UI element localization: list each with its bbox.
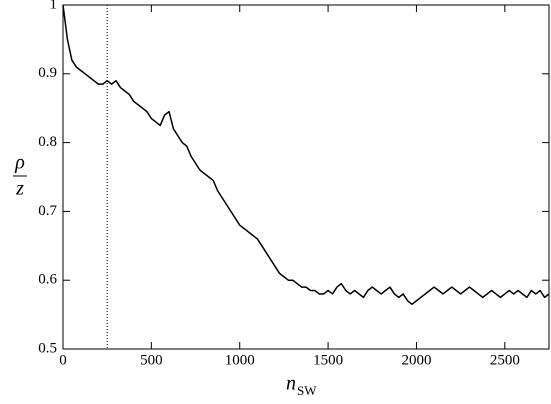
y-label-denominator: z bbox=[15, 178, 24, 200]
data-line bbox=[62, 4, 550, 306]
y-tick-label: 0.6 bbox=[38, 272, 57, 288]
y-tick-label: 0.7 bbox=[38, 203, 57, 219]
y-tick-label: 1 bbox=[50, 0, 58, 12]
plot-frame bbox=[62, 4, 550, 350]
x-label-subscript: SW bbox=[297, 383, 317, 398]
x-tick-label: 500 bbox=[140, 352, 163, 368]
x-tick-label: 1000 bbox=[225, 352, 255, 368]
x-tick-label: 2500 bbox=[490, 352, 520, 368]
x-tick-label: 1500 bbox=[313, 352, 343, 368]
x-label: n bbox=[286, 373, 296, 395]
x-tick-label: 2000 bbox=[401, 352, 431, 368]
y-label-numerator: ρ bbox=[14, 152, 25, 174]
y-tick-label: 0.8 bbox=[38, 134, 57, 150]
y-tick-label: 0.9 bbox=[38, 65, 57, 81]
y-tick-label: 0.5 bbox=[38, 340, 57, 356]
x-tick-label: 0 bbox=[59, 352, 67, 368]
